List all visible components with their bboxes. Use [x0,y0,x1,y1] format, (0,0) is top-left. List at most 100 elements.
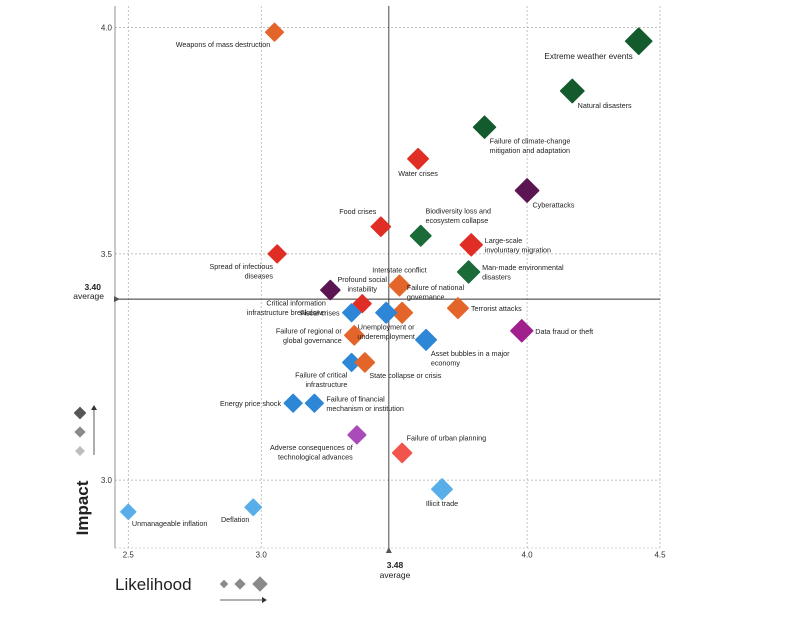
impact-legend-diamond [75,446,85,456]
avg-impact-value: 3.40 [84,282,101,292]
risk-label-line: Large-scale [485,236,523,245]
risk-label: State collapse or crisis [369,371,441,380]
risk-label: Biodiversity loss and ecosystem collapse [426,206,492,225]
risk-label: Fiscal crises [300,309,340,318]
risk-point [446,297,469,320]
risk-point [264,22,285,42]
risk-label: Natural disasters [578,101,632,110]
risk-label: Adverse consequences of technological adv… [270,443,353,462]
risk-point [407,147,430,170]
risk-point [472,115,497,139]
risk-label: Failure of financial mechanism or institu… [326,394,404,413]
risk-point [342,352,362,373]
x-tick-label: 4.0 [522,551,534,560]
avg-impact-marker [114,296,120,303]
risk-label-line: governance [407,293,445,302]
risk-label-line: Unmanageable inflation [132,519,208,528]
likelihood-axis-title: Likelihood [115,575,192,594]
risk-label-line: infrastructure breakdown [247,308,326,317]
risk-point [283,393,303,413]
risk-label: Weapons of mass destruction [176,40,271,49]
grid [115,6,661,548]
risk-label-line: technological advances [278,452,353,461]
risk-label-line: instability [347,285,377,294]
risk-label-line: Profound social [337,275,387,284]
risk-label-line: Water crises [398,169,438,178]
risk-point [342,303,362,323]
risk-point [352,294,372,314]
risk-label-line: Cyberattacks [532,201,574,210]
risk-label: Failure of climate-change mitigation and … [490,137,571,156]
avg-likelihood-value: 3.48 [387,560,404,570]
risk-point [456,260,481,284]
risk-point [559,78,585,104]
risk-label-line: infrastructure [305,380,347,389]
risk-point [370,216,392,238]
risk-label-line: economy [431,358,461,367]
risk-label-line: disasters [482,273,511,282]
risk-label: Unmanageable inflation [132,519,208,528]
risk-label-line: global governance [283,336,342,345]
risk-label-line: ecosystem collapse [426,216,489,225]
risk-label-line: Adverse consequences of [270,443,353,452]
risk-label-line: underemployment [357,332,415,341]
risk-label: Man-made environmental disasters [482,263,564,282]
risk-label-line: Data fraud or theft [535,327,593,336]
risk-label: Extreme weather events [544,52,632,61]
risk-label-line: Illicit trade [426,499,458,508]
avg-impact-label: average [73,291,104,301]
risk-label-line: Unemployment or [358,323,415,332]
impact-legend-diamond [74,426,86,438]
impact-legend [73,405,97,456]
likelihood-legend-arrowhead [262,597,267,603]
risk-point [354,352,376,373]
risk-label-line: Biodiversity loss and [426,206,492,215]
risk-point [514,178,540,203]
likelihood-legend-diamond [219,579,229,589]
risk-point [320,279,341,301]
y-tick-label: 3.0 [101,476,113,485]
risk-label-line: Failure of regional or [276,327,343,336]
risk-label-line: Failure of critical [295,370,348,379]
impact-legend-diamond [73,406,87,420]
data-points [120,22,653,520]
risk-label-line: Failure of national [407,283,465,292]
risk-point [624,27,653,56]
risk-point [343,325,365,346]
risk-label-line: diseases [245,271,274,280]
risk-label: Large-scale involuntary migration [485,236,551,255]
risk-label-line: Failure of climate-change [490,137,571,146]
risk-label-line: Food crises [339,207,377,216]
risk-label: Failure of urban planning [407,433,487,442]
risk-point [304,393,324,413]
risk-label: Illicit trade [426,499,458,508]
risk-point [375,301,398,324]
risk-label-line: Interstate conflict [372,266,426,275]
risk-point [267,244,287,264]
risk-point [409,224,432,247]
risk-label-line: Man-made environmental [482,263,564,272]
risk-label: Failure of national governance [407,283,465,302]
risk-label-line: State collapse or crisis [369,371,441,380]
risk-label: Failure of critical infrastructure [295,370,348,389]
x-tick-label: 3.0 [256,551,268,560]
risk-label-line: Energy price shock [220,399,282,408]
risk-label-line: Failure of urban planning [407,433,487,442]
likelihood-legend-diamond [234,578,246,590]
likelihood-legend-diamond [252,576,268,592]
likelihood-legend [219,576,268,603]
risk-point [431,478,453,501]
risk-label-line: mechanism or institution [326,404,404,413]
risk-label: Failure of regional or global governance [276,327,343,346]
risk-label: Water crises [398,169,438,178]
risk-point [347,425,367,445]
risk-point [510,319,534,343]
risk-label: Terrorist attacks [471,304,522,313]
risk-label-line: Natural disasters [578,101,632,110]
risk-label: Unemployment or underemployment [357,323,415,342]
risk-point [244,498,263,517]
avg-likelihood-label: average [380,570,411,580]
risk-label-line: mitigation and adaptation [490,146,570,155]
risk-label-line: Asset bubbles in a major [431,349,510,358]
risk-label: Energy price shock [220,399,282,408]
